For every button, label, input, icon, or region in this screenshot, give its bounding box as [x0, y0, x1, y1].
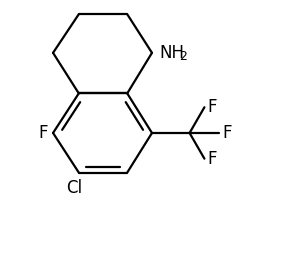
Text: 2: 2	[179, 50, 187, 63]
Text: F: F	[207, 150, 217, 168]
Text: NH: NH	[159, 44, 184, 62]
Text: Cl: Cl	[66, 179, 82, 197]
Text: F: F	[39, 124, 48, 142]
Text: F: F	[207, 98, 217, 116]
Text: F: F	[222, 124, 232, 142]
